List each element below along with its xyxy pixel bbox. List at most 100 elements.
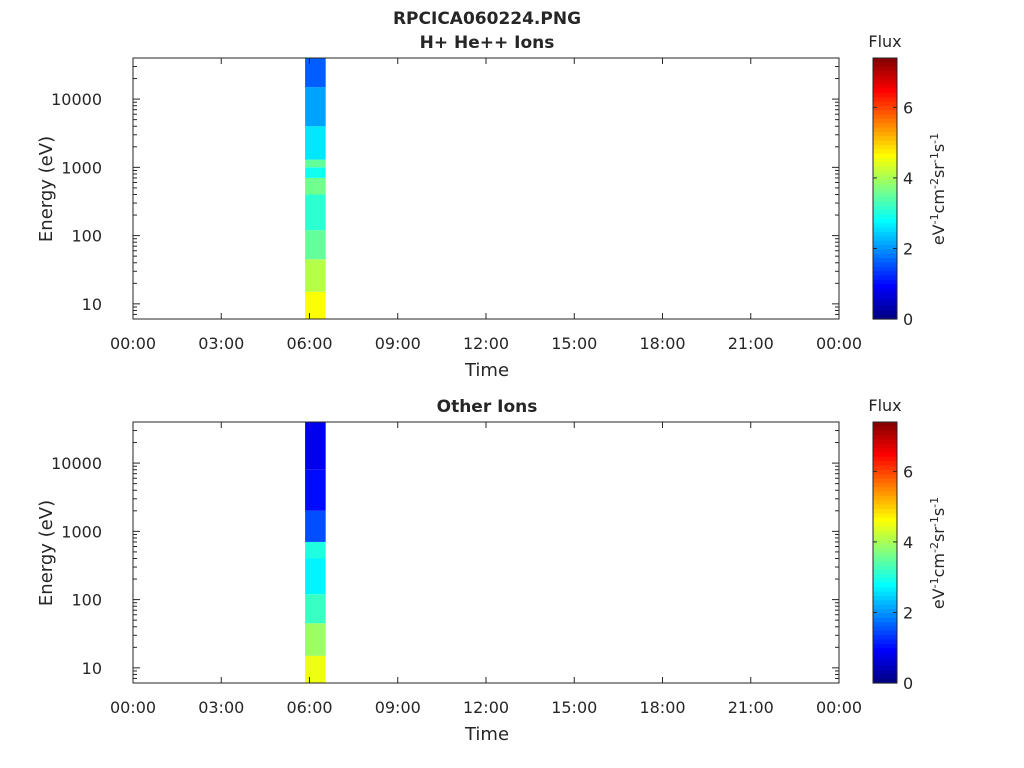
colorbar-segment [873, 596, 897, 601]
y-axis-label: Energy (eV) [36, 500, 57, 606]
heatmap-cell [305, 558, 326, 595]
colorbar-segment [873, 101, 897, 107]
heatmap-cell [305, 623, 326, 656]
colorbar-segment [873, 162, 897, 168]
colorbar-segment [873, 495, 897, 501]
colorbar-segment [873, 188, 897, 194]
colorbar-segment [873, 465, 897, 471]
x-tick-label: 00:00 [110, 698, 156, 717]
colorbar-segment [873, 97, 897, 103]
colorbar-segment [873, 275, 897, 281]
heatmap-cell [305, 159, 326, 168]
panel-title: Other Ions [437, 397, 538, 417]
heatmap-cell [305, 194, 326, 231]
x-tick-label: 21:00 [728, 698, 774, 717]
colorbar-segment [873, 175, 897, 181]
colorbar-segment [873, 552, 897, 558]
colorbar-tick-label: 6 [903, 98, 913, 117]
colorbar-segment [873, 240, 897, 246]
panel-title: H+ He++ Ions [420, 33, 555, 53]
colorbar-segment [873, 79, 897, 85]
colorbar-tick-label: 2 [903, 603, 913, 622]
colorbar-tick-label: 4 [903, 169, 913, 188]
colorbar-segment [873, 218, 897, 224]
colorbar-segment [873, 88, 897, 94]
colorbar-segment [873, 582, 897, 588]
y-tick-label: 10000 [51, 454, 102, 473]
colorbar-segment [873, 456, 897, 462]
x-tick-label: 21:00 [728, 334, 774, 353]
colorbar-segment [873, 236, 897, 242]
x-tick-label: 15:00 [551, 334, 597, 353]
colorbar-segment [873, 565, 897, 571]
colorbar-segment [873, 105, 897, 111]
y-tick-label: 1000 [61, 158, 102, 177]
colorbar-segment [873, 569, 897, 575]
x-tick-label: 18:00 [639, 334, 685, 353]
colorbar-segment [873, 214, 897, 220]
colorbar-segment [873, 210, 897, 216]
y-tick-label: 10 [82, 295, 102, 314]
colorbar-segment [873, 288, 897, 294]
colorbar-segment [873, 75, 897, 81]
colorbar-segment [873, 92, 897, 98]
colorbar-segment [873, 522, 897, 527]
colorbar-segment [873, 626, 897, 632]
colorbar-segment [873, 197, 897, 203]
colorbar-segment [873, 249, 897, 255]
colorbar-segment [873, 661, 897, 667]
colorbar-segment [873, 491, 897, 497]
colorbar-tick-label: 0 [903, 310, 913, 329]
colorbar-segment [873, 253, 897, 259]
colorbar-segment [873, 136, 897, 142]
y-axis-label: Energy (eV) [36, 136, 57, 242]
colorbar-segment [873, 591, 897, 597]
x-tick-label: 06:00 [286, 698, 332, 717]
colorbar-segment [873, 279, 897, 285]
heatmap-cell [305, 541, 326, 559]
colorbar-segment [873, 526, 897, 532]
plot-frame [132, 57, 840, 320]
heatmap-cell [305, 177, 326, 195]
colorbar-frame [872, 421, 898, 684]
colorbar-segment [873, 84, 897, 90]
colorbar-segment [873, 630, 897, 636]
colorbar-segment [873, 179, 897, 185]
colorbar-segment [873, 513, 897, 519]
colorbar-segment [873, 452, 897, 458]
colorbar-segment [873, 123, 897, 129]
colorbar-segment [873, 487, 897, 493]
colorbar-segment [873, 509, 897, 514]
heatmap-cell [305, 230, 326, 260]
colorbar-segment [873, 297, 897, 303]
colorbar-segment [873, 635, 897, 641]
colorbar-segment [873, 674, 897, 680]
colorbar-segment [873, 223, 897, 229]
heatmap-cell [305, 655, 326, 683]
colorbar-tick-label: 0 [903, 674, 913, 693]
colorbar-segment [873, 639, 897, 645]
colorbar-segment [873, 504, 897, 510]
colorbar-segment [873, 201, 897, 207]
x-tick-label: 03:00 [198, 334, 244, 353]
colorbar-unit-label: eV-1cm-2sr-1s-1 [928, 497, 948, 609]
colorbar-segment [873, 439, 897, 445]
colorbar-segment [873, 530, 897, 536]
colorbar-segment [873, 66, 897, 72]
colorbar-segment [873, 114, 897, 120]
heatmap-cell [305, 291, 326, 319]
colorbar-segment [873, 478, 897, 484]
heatmap-cell [305, 167, 326, 178]
colorbar-frame [872, 57, 898, 320]
colorbar-segment [873, 62, 897, 68]
x-tick-label: 00:00 [110, 334, 156, 353]
colorbar-segment [873, 656, 897, 662]
heatmap-cell [305, 469, 326, 511]
colorbar-segment [873, 669, 897, 675]
colorbar-segment [873, 305, 897, 311]
y-tick-label: 10 [82, 659, 102, 678]
colorbar-segment [873, 430, 897, 436]
colorbar-segment [873, 604, 897, 610]
heatmap-cell [305, 422, 326, 470]
colorbar-segment [873, 426, 897, 432]
